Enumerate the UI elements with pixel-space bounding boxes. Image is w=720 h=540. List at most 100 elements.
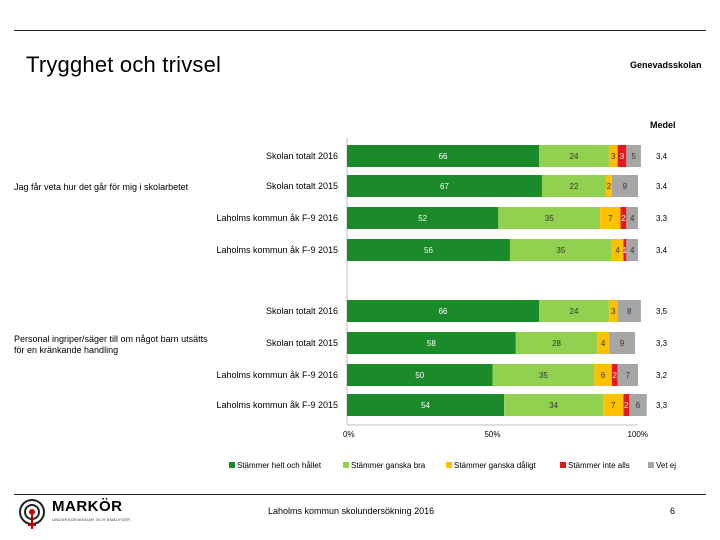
legend-label: Stämmer ganska dåligt: [454, 461, 537, 470]
footer-text: Laholms kommun skolundersökning 2016: [268, 506, 435, 516]
data-label: 1: [623, 246, 628, 255]
data-label: 35: [539, 371, 548, 380]
bar-segment-ganska-daligt: [605, 175, 612, 197]
data-label: 35: [545, 214, 554, 223]
mean-value: 3,5: [656, 307, 668, 316]
data-label: 2: [621, 214, 626, 223]
row-label: Laholms kommun åk F-9 2015: [216, 400, 338, 410]
bar-segment-vet-ej: [611, 175, 638, 197]
bar-segment-helt: [347, 394, 505, 416]
bar-segment-vet-ej: [626, 207, 638, 229]
legend-label: Vet ej: [656, 461, 676, 470]
data-label: 22: [570, 182, 579, 191]
bar-segment-vet-ej: [608, 332, 636, 354]
top-rule: [14, 30, 706, 31]
mean-value: 3,3: [656, 401, 668, 410]
data-label: 67: [440, 182, 449, 191]
data-label: 50: [415, 371, 424, 380]
data-label: 28: [552, 339, 561, 348]
bottom-rule: [14, 494, 706, 495]
data-label: 52: [418, 214, 427, 223]
row-label: Skolan totalt 2016: [266, 306, 338, 316]
bar-segment-ganska-daligt: [611, 239, 624, 261]
data-label: 9: [623, 182, 628, 191]
legend-swatch-ganska-bra: [343, 462, 349, 468]
legend-label: Stämmer inte alls: [568, 461, 630, 470]
data-label: 4: [615, 246, 620, 255]
page-title: Trygghet och trivsel: [26, 52, 222, 77]
row-label: Skolan totalt 2015: [266, 338, 338, 348]
bar-segment-inte-alls: [611, 364, 618, 386]
bar-segment-helt: [347, 364, 493, 386]
bar-segment-vet-ej: [626, 239, 638, 261]
legend-swatch-ganska-daligt: [446, 462, 452, 468]
mean-header: Medel: [650, 120, 676, 130]
data-label: 24: [570, 307, 579, 316]
data-label: 34: [549, 401, 558, 410]
bar-segment-helt: [347, 145, 540, 167]
data-label: 66: [439, 307, 448, 316]
bar-segment-ganska-bra: [539, 300, 609, 322]
mean-value: 3,4: [656, 246, 668, 255]
data-label: 66: [439, 152, 448, 161]
mean-value: 3,4: [656, 182, 668, 191]
bar-segment-ganska-bra: [515, 332, 598, 354]
legend-label: Stämmer ganska bra: [351, 461, 426, 470]
data-label: 4: [630, 246, 635, 255]
bar-segment-vet-ej: [629, 394, 647, 416]
bar-segment-inte-alls: [620, 207, 627, 229]
data-label: 2: [624, 401, 629, 410]
mean-value: 3,3: [656, 214, 668, 223]
legend-swatch-vet-ej: [648, 462, 654, 468]
data-label: 6: [636, 401, 641, 410]
bar-segment-inte-alls: [617, 145, 627, 167]
mean-value: 3,4: [656, 152, 668, 161]
markor-logo: MARKÖR UNDERSÖKNINGAR OCH ANALYSER: [18, 498, 138, 530]
x-tick-label: 100%: [628, 430, 648, 439]
bar-segment-helt: [347, 239, 510, 261]
school-name: Genevadsskolan: [630, 60, 702, 70]
data-label: 8: [627, 307, 632, 316]
data-label: 3: [620, 152, 625, 161]
data-label: 35: [556, 246, 565, 255]
data-label: 4: [601, 339, 606, 348]
bar-segment-inte-alls: [623, 239, 627, 261]
data-label: 2: [607, 182, 612, 191]
bar-segment-helt: [347, 207, 499, 229]
data-label: 4: [630, 214, 635, 223]
data-label: 54: [421, 401, 430, 410]
data-label: 3: [611, 307, 616, 316]
logo-target-icon: [19, 499, 45, 529]
data-label: 7: [611, 401, 616, 410]
data-label: 24: [570, 152, 579, 161]
row-label: Skolan totalt 2016: [266, 151, 338, 161]
x-tick-label: 0%: [343, 430, 355, 439]
data-label: 5: [631, 152, 636, 161]
data-label: 58: [427, 339, 436, 348]
question-label-2: Personal ingriper/säger till om något ba…: [14, 334, 208, 355]
bar-segment-helt: [347, 300, 540, 322]
data-label: 7: [608, 214, 613, 223]
bar-segment-vet-ej: [617, 364, 638, 386]
logo-name: MARKÖR: [52, 498, 123, 515]
row-label: Laholms kommun åk F-9 2016: [216, 213, 338, 223]
row-label: Skolan totalt 2015: [266, 181, 338, 191]
bar-segment-inte-alls: [623, 394, 630, 416]
bar-segment-ganska-daligt: [600, 207, 621, 229]
legend-swatch-inte-alls: [560, 462, 566, 468]
bar-segment-ganska-daligt: [597, 332, 609, 354]
bar-segment-ganska-daligt: [608, 300, 618, 322]
mean-value: 3,2: [656, 371, 668, 380]
data-label: 2: [612, 371, 617, 380]
bar-segment-ganska-daligt: [594, 364, 612, 386]
bar-segment-ganska-daligt: [603, 394, 624, 416]
bar-segment-helt: [347, 332, 516, 354]
bar-segment-ganska-bra: [509, 239, 612, 261]
logo-subtitle: UNDERSÖKNINGAR OCH ANALYSER: [52, 517, 131, 522]
bar-segment-ganska-bra: [539, 145, 609, 167]
question-label-1: Jag får veta hur det går för mig i skola…: [14, 182, 189, 192]
bar-segment-ganska-bra: [498, 207, 601, 229]
bar-segment-vet-ej: [626, 145, 641, 167]
data-label: 3: [611, 152, 616, 161]
